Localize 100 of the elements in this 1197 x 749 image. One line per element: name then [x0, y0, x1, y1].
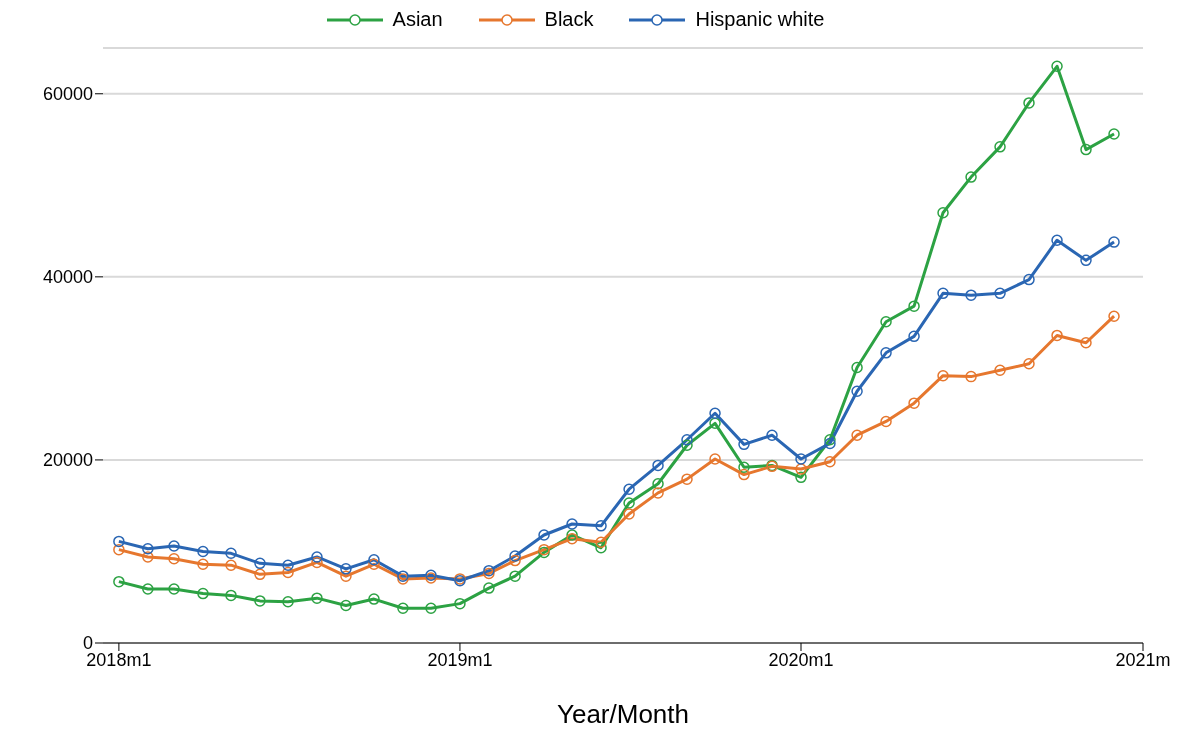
point [709, 417, 721, 430]
point [965, 370, 977, 383]
point [368, 553, 380, 566]
point [311, 551, 323, 563]
point [1108, 236, 1120, 248]
point [851, 385, 863, 398]
point [538, 529, 550, 541]
point [368, 558, 380, 571]
point [880, 347, 892, 359]
legend-label: Black [544, 8, 594, 31]
point [168, 540, 180, 552]
point [197, 558, 209, 571]
point [566, 518, 578, 530]
point [965, 289, 977, 301]
point [254, 568, 266, 581]
point [113, 575, 125, 588]
point [197, 545, 209, 558]
point [168, 553, 180, 565]
point [623, 483, 635, 495]
point [937, 287, 949, 300]
point [795, 453, 807, 465]
point [1080, 143, 1092, 156]
x-axis-title: Year/Month [556, 699, 690, 729]
point [168, 583, 180, 595]
point [1051, 60, 1063, 73]
point [1023, 358, 1035, 370]
point [824, 437, 836, 450]
point [795, 463, 807, 475]
point [1051, 329, 1063, 342]
point [340, 599, 352, 612]
point [368, 593, 380, 605]
point [1023, 273, 1035, 286]
point [1080, 254, 1092, 267]
point [681, 473, 693, 485]
point [1108, 310, 1120, 322]
point [880, 315, 892, 328]
point [766, 429, 778, 441]
point [937, 369, 949, 382]
point [738, 438, 750, 451]
point [795, 471, 807, 484]
point [566, 529, 578, 541]
point [254, 595, 266, 607]
point [425, 602, 437, 614]
point [225, 589, 237, 602]
point [851, 429, 863, 441]
point [340, 563, 352, 575]
point [1051, 234, 1063, 246]
point [509, 550, 521, 562]
point [851, 361, 863, 374]
point [709, 407, 721, 419]
point [994, 141, 1006, 153]
point [311, 592, 323, 604]
point [142, 583, 154, 595]
point [623, 508, 635, 520]
point [738, 468, 750, 481]
point [340, 570, 352, 582]
point [225, 547, 237, 560]
point [1023, 97, 1035, 109]
point [623, 497, 635, 509]
point [681, 439, 693, 452]
point [1080, 337, 1092, 349]
point [454, 597, 466, 610]
point [483, 582, 495, 594]
legend-label: Asian [392, 8, 443, 31]
point [908, 330, 920, 343]
point [197, 587, 209, 600]
point [994, 287, 1006, 300]
x-tick-label: 2020m1 [768, 649, 834, 670]
point [738, 461, 750, 473]
point [595, 520, 607, 532]
point [652, 487, 664, 499]
point [1108, 128, 1120, 140]
point [282, 596, 294, 608]
point [113, 535, 125, 548]
legend-label: Hispanic white [695, 8, 825, 31]
point [142, 551, 154, 563]
y-tick-label: 20000 [42, 450, 93, 471]
point [397, 602, 409, 614]
point [824, 456, 836, 468]
point [965, 171, 977, 183]
point [994, 364, 1006, 376]
point [824, 434, 836, 446]
point [595, 536, 607, 549]
point [282, 559, 294, 571]
x-tick-label: 2019m1 [427, 649, 493, 670]
y-tick-label: 60000 [42, 84, 93, 105]
y-tick-label: 40000 [42, 267, 93, 288]
point [311, 556, 323, 569]
point [709, 453, 721, 465]
point [509, 554, 521, 567]
point [937, 207, 949, 219]
point [681, 434, 693, 446]
point [880, 415, 892, 428]
point [652, 477, 664, 490]
point [113, 543, 125, 556]
point [254, 557, 266, 570]
point [282, 566, 294, 579]
point [225, 559, 237, 571]
point [908, 300, 920, 312]
point [509, 570, 521, 582]
